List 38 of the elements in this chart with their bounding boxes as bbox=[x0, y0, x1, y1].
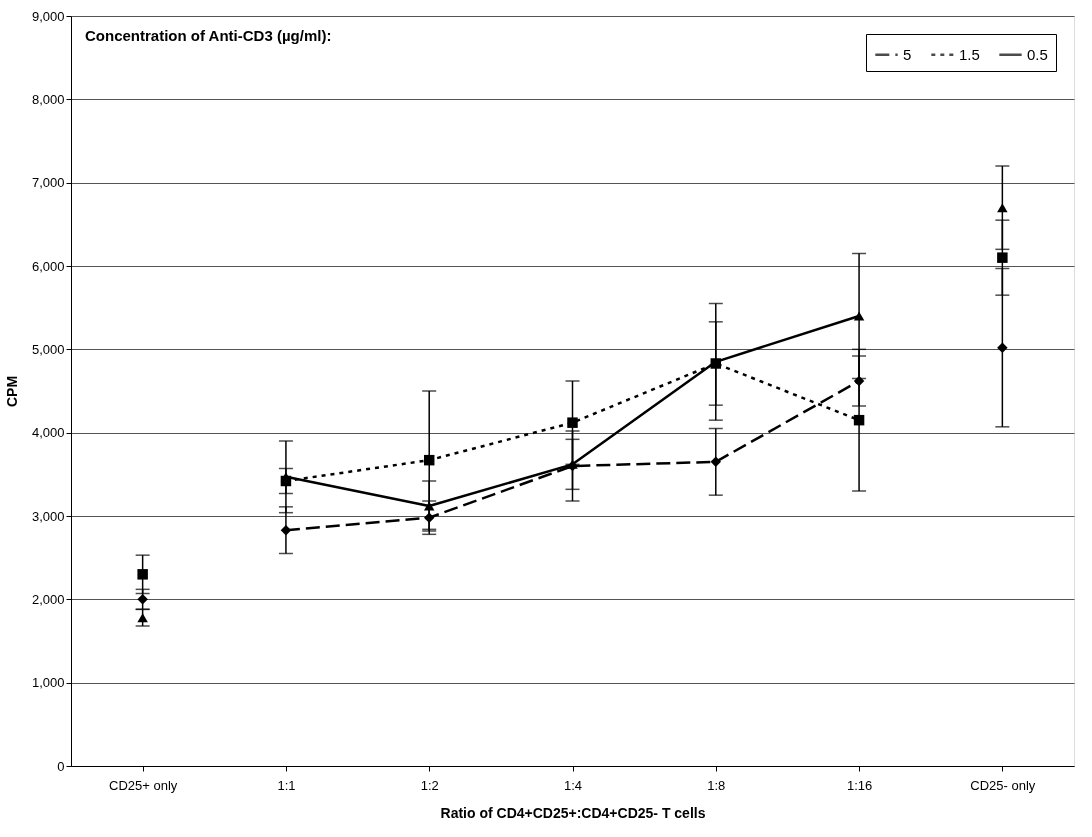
point bbox=[137, 613, 148, 623]
point bbox=[853, 311, 865, 321]
point bbox=[853, 414, 865, 426]
x-tick-label: 1:2 bbox=[420, 777, 439, 793]
point bbox=[423, 501, 435, 511]
x-tick-label: CD25- only bbox=[970, 777, 1036, 793]
x-tick-label: 1:1 bbox=[277, 777, 296, 793]
y-tick-label: 1,000 bbox=[31, 675, 65, 691]
x-tick-label: 1:16 bbox=[846, 777, 873, 793]
y-tick-label: 9,000 bbox=[31, 8, 65, 24]
x-tick-label: 1:4 bbox=[563, 777, 583, 793]
y-tick-label: 5,000 bbox=[31, 341, 65, 357]
point bbox=[423, 454, 435, 466]
x-tick-label: CD25+ only bbox=[108, 777, 178, 793]
point bbox=[710, 456, 722, 468]
x-tick-label: 1:8 bbox=[707, 777, 726, 793]
y-tick-label: 0 bbox=[57, 758, 65, 774]
point bbox=[137, 569, 148, 580]
point bbox=[853, 375, 865, 387]
legend-label: 0.5 bbox=[1027, 45, 1048, 63]
y-axis-title: CPM bbox=[3, 375, 20, 408]
point bbox=[997, 203, 1008, 213]
point bbox=[137, 594, 148, 605]
y-tick-label: 4,000 bbox=[31, 425, 65, 441]
y-tick-label: 3,000 bbox=[31, 508, 65, 524]
legend-label: 5 bbox=[903, 45, 912, 63]
point bbox=[997, 252, 1008, 263]
x-axis-title: Ratio of CD4+CD25+:CD4+CD25- T cells bbox=[440, 804, 706, 821]
y-tick-label: 8,000 bbox=[31, 91, 65, 107]
legend-label: 1.5 bbox=[959, 45, 980, 63]
y-tick-label: 7,000 bbox=[31, 175, 65, 191]
y-tick-label: 2,000 bbox=[31, 591, 65, 607]
point bbox=[423, 512, 435, 523]
legend-title: Concentration of Anti-CD3 (µg/ml): bbox=[85, 27, 332, 44]
y-tick-label: 6,000 bbox=[31, 258, 65, 274]
point bbox=[280, 524, 292, 536]
point bbox=[567, 417, 578, 428]
point bbox=[997, 342, 1008, 353]
